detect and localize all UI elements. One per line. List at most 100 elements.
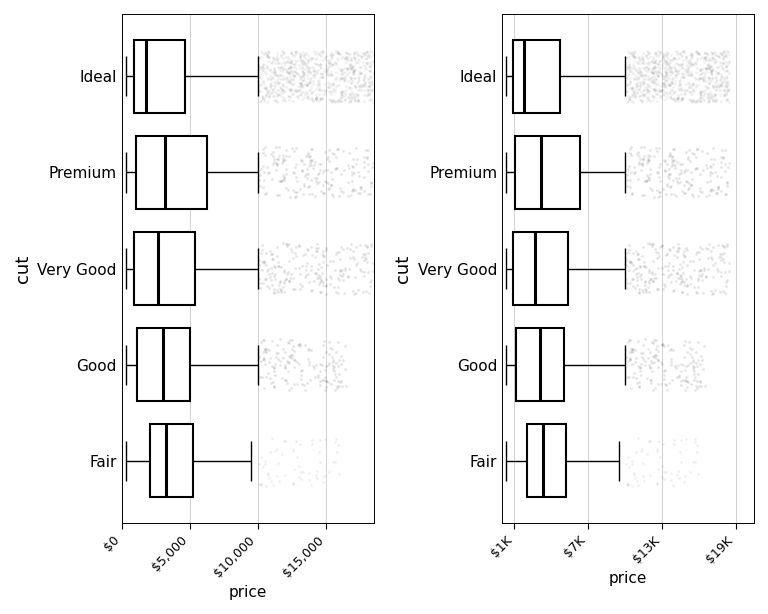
Point (660, 51, 673, 61)
Point (263, 79, 276, 88)
Point (643, 64, 655, 74)
Point (664, 55, 677, 64)
Point (657, 90, 670, 100)
Point (273, 261, 286, 271)
Point (649, 350, 661, 360)
Point (682, 67, 694, 77)
Point (257, 59, 269, 69)
Point (707, 82, 719, 92)
Point (283, 276, 295, 286)
Point (652, 52, 664, 61)
Point (705, 62, 717, 72)
Point (673, 65, 685, 75)
Point (303, 468, 315, 478)
Point (664, 169, 677, 179)
Point (319, 347, 332, 357)
Point (329, 72, 342, 82)
Point (637, 79, 649, 88)
Point (703, 190, 715, 200)
Point (315, 85, 327, 95)
Point (661, 179, 674, 188)
Point (674, 376, 687, 386)
Point (353, 84, 365, 94)
Point (691, 289, 703, 298)
Point (637, 55, 649, 65)
Point (273, 476, 285, 486)
Point (315, 276, 327, 286)
Point (298, 75, 310, 85)
Point (649, 56, 661, 66)
Point (342, 177, 354, 187)
Point (311, 246, 323, 256)
Point (267, 151, 280, 161)
Point (720, 288, 732, 298)
Point (353, 50, 365, 60)
Point (365, 72, 377, 82)
Point (316, 340, 329, 350)
Point (624, 144, 636, 154)
Point (286, 72, 299, 82)
Point (297, 58, 310, 68)
Point (692, 355, 704, 365)
Point (720, 81, 732, 91)
Point (637, 58, 649, 68)
Point (641, 353, 654, 363)
Point (633, 159, 645, 169)
Point (268, 53, 280, 63)
Point (260, 82, 272, 92)
Point (335, 87, 347, 97)
Point (257, 65, 269, 75)
Point (365, 79, 377, 88)
Point (691, 48, 703, 58)
Point (673, 59, 685, 69)
Point (367, 84, 379, 94)
Point (339, 73, 351, 83)
Point (628, 264, 641, 274)
Point (362, 146, 374, 155)
Point (279, 375, 291, 385)
Point (627, 83, 639, 93)
Point (664, 67, 676, 77)
Point (680, 372, 692, 382)
Point (667, 87, 680, 96)
Point (270, 77, 283, 87)
Point (362, 81, 375, 91)
Point (306, 95, 319, 104)
Point (362, 51, 374, 61)
Point (274, 90, 286, 99)
Point (255, 74, 267, 84)
Point (295, 155, 307, 165)
Point (644, 74, 656, 84)
Point (310, 466, 323, 476)
Point (311, 53, 323, 63)
Point (321, 165, 333, 175)
Point (332, 282, 344, 292)
Point (717, 257, 730, 267)
Point (645, 274, 657, 284)
Point (680, 176, 692, 185)
Point (623, 257, 635, 267)
Point (260, 50, 273, 60)
Point (358, 157, 370, 167)
Point (319, 274, 332, 284)
Point (650, 60, 663, 69)
Point (306, 79, 319, 88)
Point (343, 92, 355, 102)
Point (285, 84, 297, 94)
Point (346, 187, 359, 196)
Point (620, 459, 632, 469)
Point (253, 480, 266, 489)
X-axis label: price: price (228, 585, 266, 600)
Point (345, 90, 357, 99)
Point (283, 257, 295, 266)
Point (326, 60, 339, 70)
Point (330, 82, 343, 91)
Point (665, 66, 677, 76)
Point (684, 79, 696, 89)
Point (267, 91, 280, 101)
Point (680, 347, 693, 357)
Point (260, 49, 272, 58)
Point (283, 239, 295, 249)
X-axis label: price: price (609, 571, 647, 586)
Point (690, 152, 702, 161)
